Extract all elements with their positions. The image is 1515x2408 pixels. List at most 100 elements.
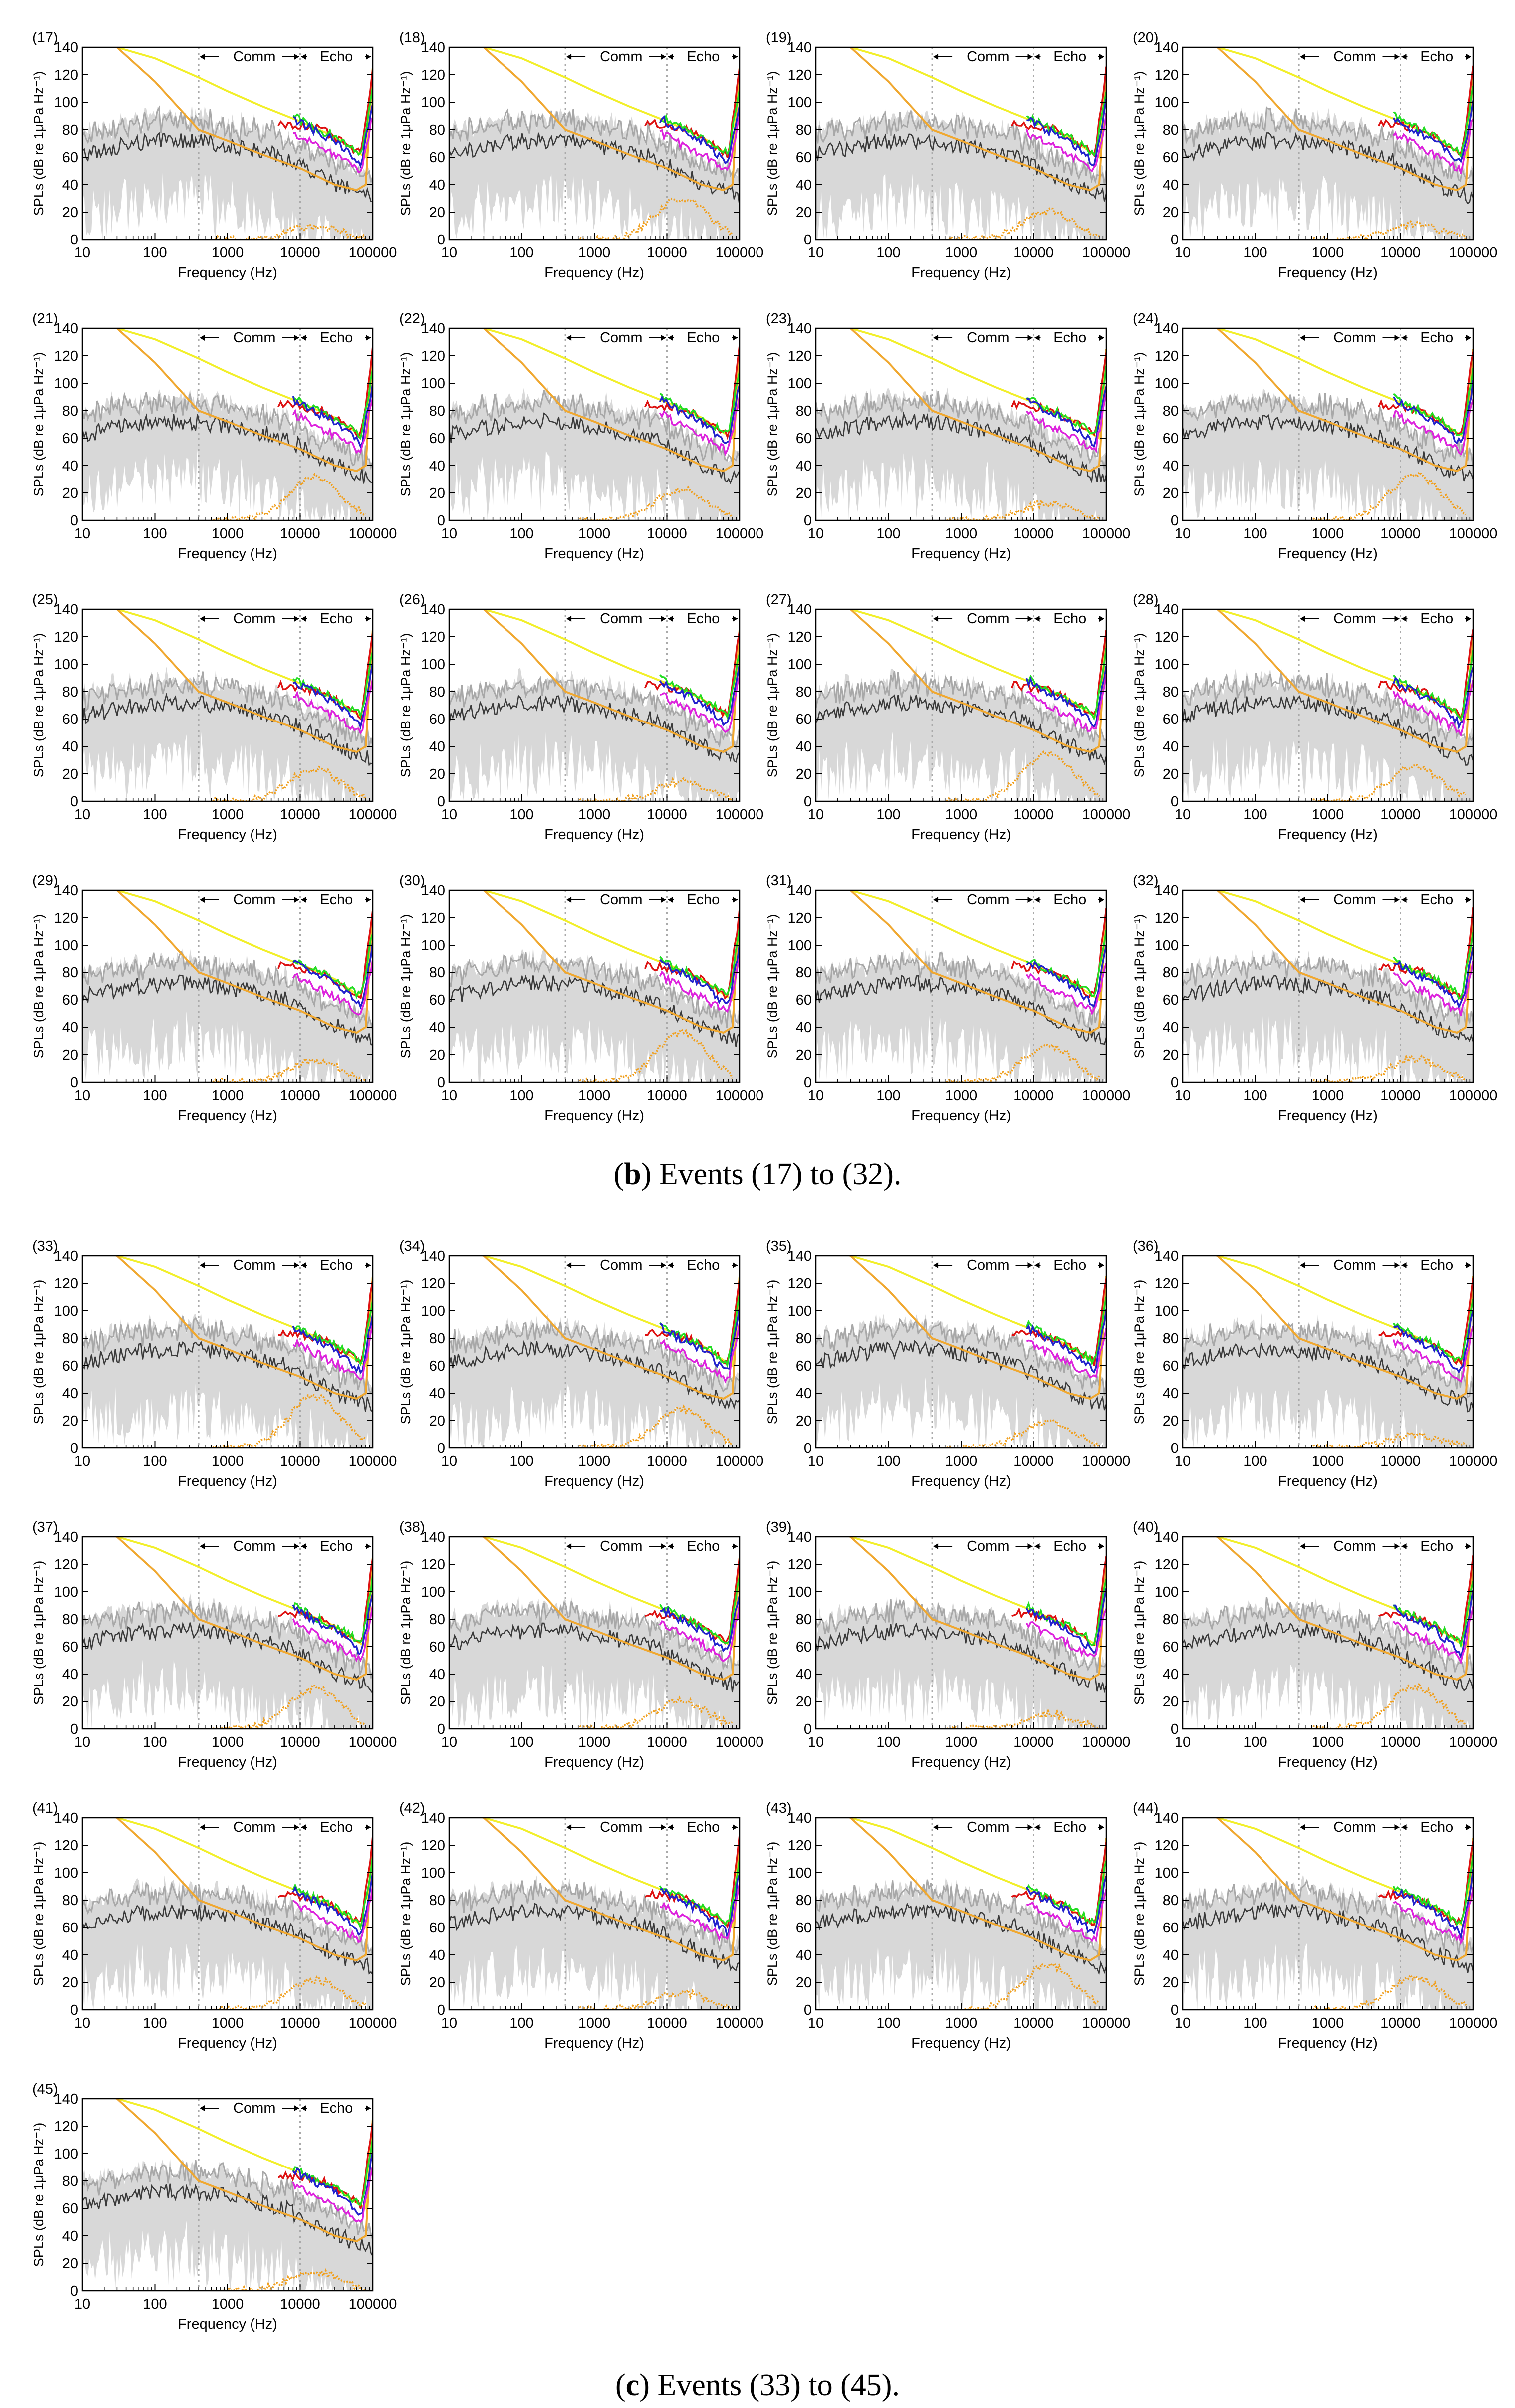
x-tick-label: 1000 [945,807,978,823]
y-tick-label: 80 [796,122,812,138]
y-tick-label: 80 [62,965,78,981]
masking-threshold-line [483,890,740,1002]
y-tick-label: 120 [54,348,78,364]
comm-band-label: Comm [233,49,275,65]
comm-arrowhead-right [294,335,299,341]
red-band-line [1378,1277,1473,1366]
y-tick-label: 20 [62,1413,78,1429]
x-tick-label: 100000 [1082,526,1131,542]
y-tick-label: 40 [796,458,812,474]
x-tick-label: 100000 [1449,526,1498,542]
y-tick-label: 20 [429,1413,445,1429]
audiogram-threshold-line [480,890,740,1034]
echo-band-label: Echo [687,892,720,908]
echo-arrowhead-left [668,1824,673,1830]
x-tick-label: 10000 [647,1088,687,1104]
y-tick-label: 80 [62,1331,78,1347]
panel-17-plot: 0 20 40 60 80 100 120 140 10 100 1000 10000 100000 Fr… [31,30,397,281]
panel-33: 0 20 40 60 80 100 120 140 10 100 1000 10000 100000 Fr… [12,1226,397,1503]
x-tick-label: 10 [808,245,824,261]
echo-arrowhead-left [1401,1824,1407,1830]
panel-label: (41) [32,1800,58,1816]
y-tick-label: 120 [788,1276,812,1292]
comm-band-label: Comm [233,330,275,346]
comm-band-label: Comm [967,1538,1009,1554]
y-axis-label: SPLs (dB re 1μPa Hz⁻¹) [765,633,780,777]
y-tick-label: 80 [1163,122,1179,138]
panel-45-plot: 0 20 40 60 80 100 120 140 10 100 1000 10000 100000 Fr… [31,2081,397,2332]
upper-level-line [449,952,740,1028]
y-tick-label: 40 [62,1020,78,1036]
x-tick-label: 100000 [1082,2015,1131,2031]
comm-arrowhead-right [1027,335,1033,341]
comm-arrowhead-left [200,2105,205,2111]
blue-band-line [1392,100,1473,164]
y-tick-label: 100 [1155,376,1179,392]
panel-label: (17) [32,30,58,46]
panel-21: 0 20 40 60 80 100 120 140 10 100 1000 10000 100000 Fr… [12,298,397,575]
x-tick-label: 10 [74,526,90,542]
x-tick-label: 1000 [1312,245,1344,261]
comm-arrowhead-left [566,1262,572,1268]
echo-arrowhead-right [366,616,371,622]
echo-band-label: Echo [1420,1819,1453,1835]
x-axis-label: Frequency (Hz) [544,2035,644,2051]
x-tick-label: 10000 [280,1734,320,1750]
green-band-line [1393,86,1473,159]
y-tick-label: 140 [788,1810,812,1826]
echo-band-label: Echo [687,49,720,65]
panel-label: (31) [766,873,792,889]
panel-35: 0 20 40 60 80 100 120 140 10 100 1000 10000 100000 Fr… [746,1226,1130,1503]
panel-39: 0 20 40 60 80 100 120 140 10 100 1000 10000 100000 Fr… [746,1507,1130,1784]
echo-band-label: Echo [1420,1257,1453,1273]
echo-arrowhead-right [1099,1824,1104,1830]
echo-arrowhead-left [668,335,673,341]
x-tick-label: 100000 [1449,1088,1498,1104]
excess-level-line [579,776,734,801]
blue-band-line [659,664,740,726]
y-axis-label: SPLs (dB re 1μPa Hz⁻¹) [398,1842,413,1986]
x-axis-label: Frequency (Hz) [178,1108,277,1124]
echo-arrowhead-left [1401,1543,1407,1549]
upper-level-line [816,1317,1106,1396]
magenta-band-line [292,397,373,454]
x-tick-label: 10 [1175,807,1191,823]
x-tick-label: 10000 [280,2015,320,2031]
upper-level-line [816,391,1106,470]
y-axis-label: SPLs (dB re 1μPa Hz⁻¹) [398,1280,413,1424]
y-tick-label: 120 [54,67,78,83]
y-tick-label: 100 [421,1584,445,1600]
green-band-line [292,1574,373,1643]
echo-arrowhead-right [1099,1543,1104,1549]
x-tick-label: 1000 [212,526,244,542]
x-axis-label: Frequency (Hz) [1278,827,1378,843]
echo-band-label: Echo [687,1819,720,1835]
x-tick-label: 100000 [1082,245,1131,261]
x-axis-label: Frequency (Hz) [1278,2035,1378,2051]
x-tick-label: 100 [1243,526,1267,542]
y-tick-label: 140 [788,321,812,337]
panel-label: (36) [1133,1238,1159,1254]
x-tick-label: 10 [808,1734,824,1750]
panel-label: (28) [1133,592,1159,608]
y-tick-label: 100 [421,657,445,673]
comm-arrowhead-left [566,1543,572,1549]
x-tick-label: 100 [509,807,533,823]
x-tick-label: 1000 [1312,1734,1344,1750]
panel-38: 0 20 40 60 80 100 120 140 10 100 1000 10000 100000 Fr… [379,1507,763,1784]
blue-band-line [1025,1309,1106,1374]
upper-level-line [449,1880,740,1955]
y-tick-label: 80 [796,965,812,981]
y-axis-label: SPLs (dB re 1μPa Hz⁻¹) [1132,352,1147,496]
upper-level-line [449,1600,740,1672]
red-band-line [1011,908,1106,998]
y-tick-label: 40 [429,1667,445,1683]
y-axis-label: SPLs (dB re 1μPa Hz⁻¹) [1132,71,1147,216]
x-tick-label: 10000 [280,807,320,823]
y-tick-label: 0 [70,513,78,529]
y-tick-label: 60 [1163,150,1179,166]
green-band-line [1393,368,1473,436]
caption-text: Events (33) to (45). [657,2368,900,2402]
comm-band-label: Comm [1333,1257,1376,1273]
echo-arrowhead-left [301,335,306,341]
